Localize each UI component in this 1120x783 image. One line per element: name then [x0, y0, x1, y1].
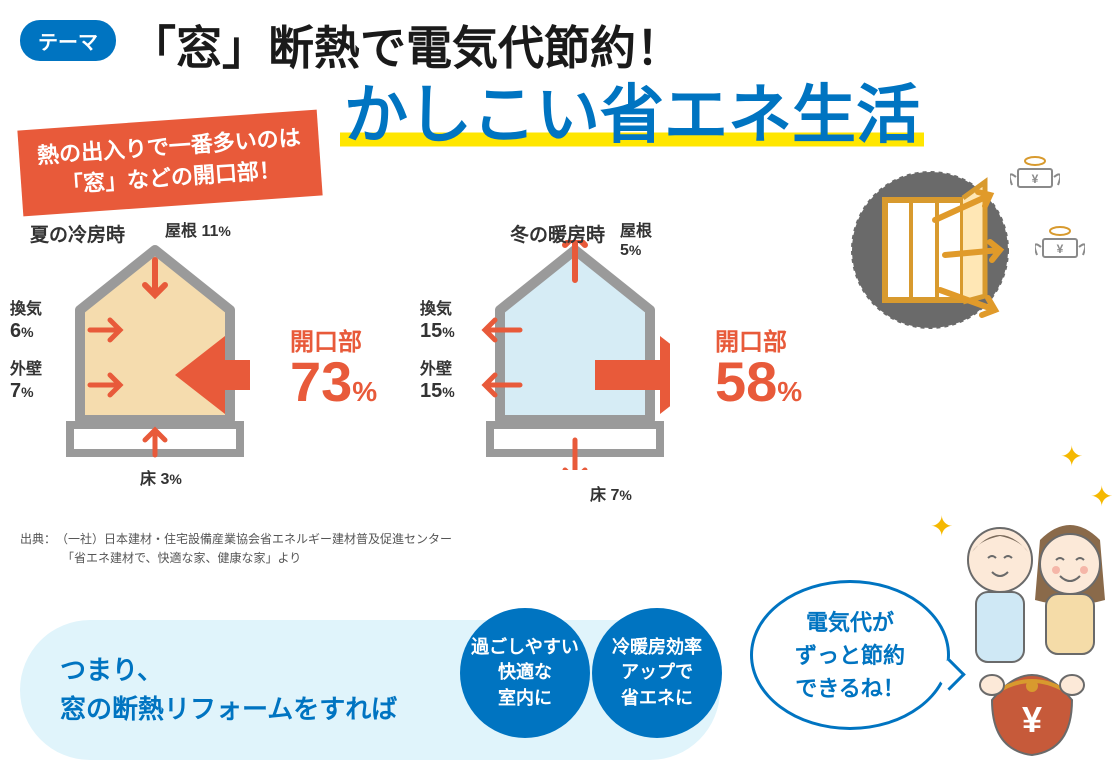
- window-graphic: [850, 170, 1010, 330]
- couple-illustration: ¥: [950, 510, 1115, 770]
- title-line2: かしこい省エネ生活: [340, 80, 924, 150]
- speech-bubble: 電気代が ずっと節約 できるね！: [750, 580, 950, 730]
- house-winter-title: 冬の暖房時: [510, 220, 605, 247]
- svg-text:¥: ¥: [1032, 172, 1039, 186]
- callout-box: 熱の出入りで一番多いのは 「窓」などの開口部！: [17, 110, 322, 216]
- title-line1: 「窓」断熱で電気代節約！: [130, 12, 682, 78]
- flying-money-icon: ¥: [1035, 225, 1085, 265]
- house-summer-title: 夏の冷房時: [30, 220, 125, 247]
- circle-energy: 冷暖房効率 アップで 省エネに: [592, 608, 722, 738]
- winter-roof-label: 屋根 5%: [620, 222, 670, 260]
- house-winter: 冬の暖房時 屋根 5% 換気15% 外壁15% 床 7% 開口部 58%: [480, 240, 670, 475]
- winter-opening-label: 開口部 58%: [715, 322, 802, 408]
- circle-comfort: 過ごしやすい 快適な 室内に: [460, 608, 590, 738]
- house-winter-svg: [480, 240, 670, 470]
- sparkle-icon: ✦: [1090, 480, 1113, 513]
- house-summer-svg: [60, 240, 250, 470]
- winter-vent-label: 換気15%: [420, 300, 455, 343]
- house-summer: 夏の冷房時 屋根 11% 換気6% 外壁7% 床 3% 開口部 73%: [60, 240, 250, 475]
- summer-floor-label: 床 3%: [140, 470, 182, 489]
- source-text: 出典： （一社）日本建材・住宅設備産業協会省エネルギー建材普及促進センター 「省…: [20, 530, 452, 568]
- flying-money-icon: ¥: [1010, 155, 1060, 195]
- summer-roof-label: 屋根 11%: [165, 222, 231, 241]
- summer-wall-label: 外壁7%: [10, 360, 42, 403]
- winter-wall-label: 外壁15%: [420, 360, 455, 403]
- svg-text:¥: ¥: [1057, 242, 1064, 256]
- bottom-text: つまり、 窓の断熱リフォームをすれば: [60, 651, 397, 729]
- summer-opening-label: 開口部 73%: [290, 322, 377, 408]
- sparkle-icon: ✦: [1060, 440, 1083, 473]
- theme-badge: テーマ: [20, 20, 116, 61]
- winter-floor-label: 床 7%: [590, 486, 632, 505]
- svg-text:¥: ¥: [1022, 699, 1042, 740]
- summer-vent-label: 換気6%: [10, 300, 42, 343]
